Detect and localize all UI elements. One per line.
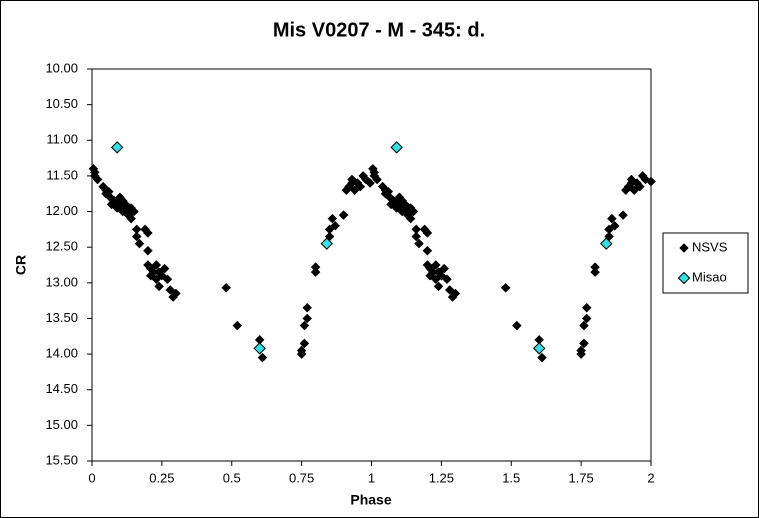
data-point (576, 345, 586, 356)
data-point (408, 206, 419, 217)
data-point (296, 345, 307, 356)
data-point (433, 281, 444, 292)
y-tick-label: 10.00 (45, 60, 78, 75)
data-point (365, 178, 375, 188)
data-point (537, 352, 547, 363)
data-point (430, 260, 441, 270)
legend-label: Misao (692, 269, 727, 284)
legend-label: NSVS (692, 239, 728, 254)
x-tick-label: 2 (647, 470, 654, 485)
data-point (646, 176, 656, 187)
x-tick-label: 0.5 (223, 470, 241, 485)
data-point (221, 282, 232, 293)
data-point (159, 263, 170, 274)
y-tick-label: 15.50 (45, 452, 78, 467)
y-tick-label: 14.50 (45, 381, 78, 396)
y-axis-title: CR (13, 255, 29, 275)
data-point (299, 338, 310, 349)
data-point (157, 270, 167, 281)
x-tick-label: 1 (368, 470, 375, 485)
x-tick-label: 1.25 (429, 470, 454, 485)
data-point (634, 181, 645, 192)
y-tick-label: 12.50 (45, 239, 78, 254)
legend-box (662, 232, 749, 294)
data-point (532, 342, 546, 355)
data-point (390, 141, 403, 154)
y-tick-label: 13.00 (45, 274, 78, 289)
data-point (442, 274, 452, 285)
plot-area (91, 68, 652, 462)
data-point (439, 263, 450, 274)
data-point (232, 320, 243, 331)
data-point (310, 262, 321, 272)
data-point (511, 320, 522, 331)
data-point (405, 213, 416, 224)
data-point (170, 288, 181, 299)
data-point (310, 267, 321, 277)
y-tick-label: 15.00 (45, 417, 78, 432)
data-point (154, 281, 164, 292)
data-point (422, 228, 433, 238)
data-point (129, 206, 139, 217)
data-point (302, 302, 313, 313)
data-point (361, 174, 371, 185)
data-point (134, 238, 145, 249)
data-point (450, 288, 461, 299)
data-point (607, 213, 617, 224)
data-point (126, 213, 136, 224)
data-point (600, 237, 613, 250)
y-tick-label: 13.50 (45, 310, 78, 325)
data-point (581, 302, 592, 313)
data-point (330, 220, 341, 231)
data-point (143, 245, 153, 256)
data-point (581, 313, 592, 324)
data-point (640, 174, 651, 185)
data-point (422, 245, 433, 256)
data-point (618, 210, 628, 220)
data-point (338, 210, 349, 220)
data-point (609, 220, 620, 231)
data-point (162, 274, 173, 285)
y-tick-label: 10.50 (45, 96, 78, 111)
legend-marker (679, 243, 689, 253)
data-point (372, 174, 382, 185)
data-point (302, 313, 313, 324)
chart-title: Mis V0207 - M - 345: d. (273, 19, 485, 41)
data-point (579, 338, 589, 349)
data-point (320, 237, 333, 250)
y-tick-label: 14.00 (45, 346, 78, 361)
data-point (253, 342, 266, 355)
data-point (355, 181, 366, 192)
data-point (347, 174, 357, 185)
data-point (299, 320, 310, 331)
y-tick-label: 11.00 (46, 132, 78, 147)
data-point (436, 270, 447, 281)
data-point (143, 228, 153, 238)
data-point (579, 320, 589, 331)
data-point (626, 174, 637, 185)
data-point (411, 231, 422, 242)
data-point (151, 260, 162, 270)
x-tick-label: 1.75 (568, 470, 593, 485)
data-point (500, 282, 511, 293)
y-tick-label: 12.00 (45, 203, 78, 218)
data-point (92, 174, 103, 185)
x-tick-label: 0.25 (149, 470, 174, 485)
data-point (327, 213, 338, 224)
data-point (590, 262, 600, 272)
data-point (110, 141, 124, 154)
y-tick-label: 11.50 (46, 167, 78, 182)
data-point (414, 238, 424, 249)
x-axis-title: Phase (350, 492, 391, 508)
x-tick-label: 1.5 (502, 470, 520, 485)
x-tick-label: 0.75 (289, 470, 314, 485)
x-tick-label: 0 (88, 470, 95, 485)
legend-marker (677, 271, 691, 285)
data-point (590, 267, 600, 277)
data-point (257, 352, 268, 363)
data-point (131, 231, 142, 242)
